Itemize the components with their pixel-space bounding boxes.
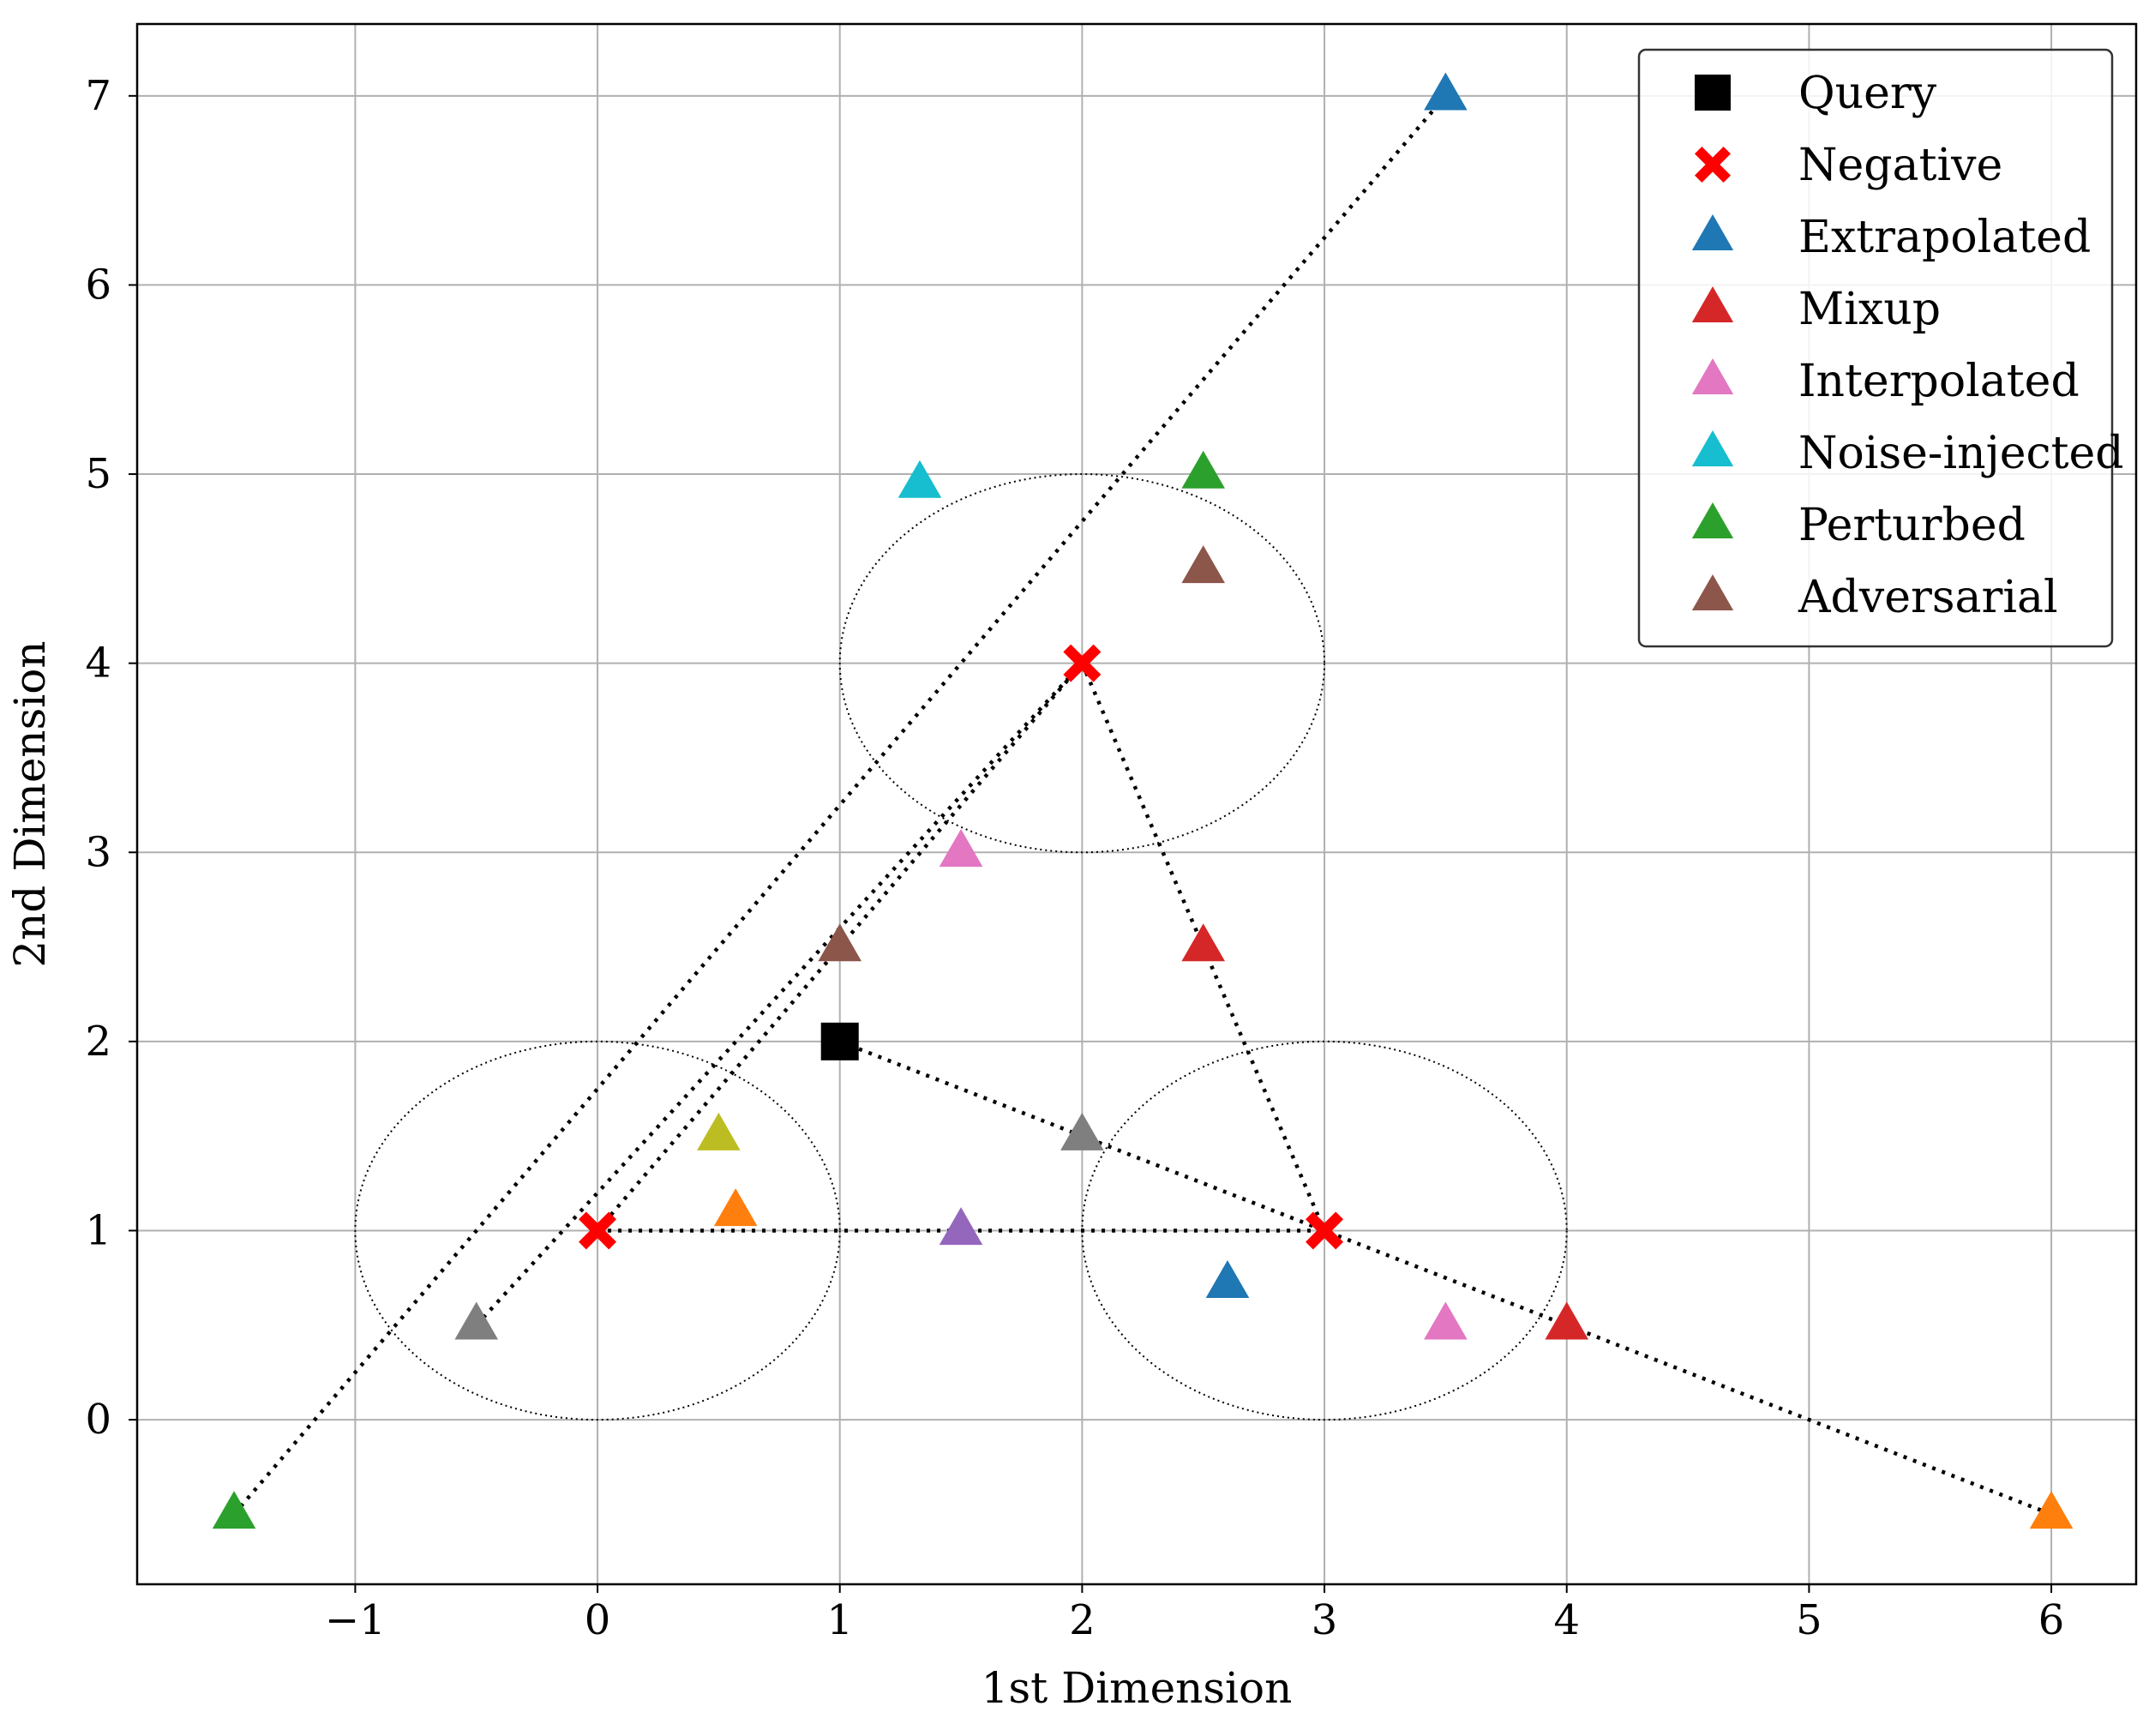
y-axis-label: 2nd Dimension [5, 640, 55, 967]
plot-frame [135, 22, 2138, 1586]
legend: Query Negative Extrapolated Mixup Interpolat… [1637, 48, 2124, 648]
legend-adversarial-marker [1691, 574, 1734, 610]
legend-adversarial-label: Adversarial [1798, 572, 2058, 623]
x-axis-label: 1st Dimension [981, 1663, 1293, 1713]
legend-mixup-label: Mixup [1798, 284, 1941, 335]
legend-extrapolated-marker [1691, 213, 1734, 250]
perturbed-point [212, 1491, 256, 1529]
data-markers [212, 72, 2074, 1529]
y-tick-label: 5 [85, 450, 111, 498]
extra-point-marker [939, 1207, 983, 1246]
adversarial-point [818, 923, 862, 962]
interpolated-point [939, 828, 983, 867]
x-tick-label: 4 [1553, 1596, 1580, 1644]
extra-point-marker [713, 1188, 758, 1227]
reference-circle [838, 473, 1326, 854]
legend-query-marker [1695, 75, 1731, 111]
legend-box [1637, 48, 2114, 648]
x-tick-label: 5 [1796, 1596, 1822, 1644]
connector-line [232, 94, 1448, 1516]
legend-mixup-marker [1691, 285, 1734, 322]
legend-interpolated-label: Interpolated [1798, 356, 2080, 407]
query-point [820, 1022, 859, 1060]
legend-negative-marker [1695, 147, 1731, 183]
y-tick-label: 2 [85, 1018, 111, 1066]
extrapolated-point [1424, 72, 1468, 111]
y-tick-label: 7 [85, 72, 111, 120]
x-tick-label: 3 [1312, 1596, 1338, 1644]
negative-point [579, 1211, 617, 1250]
y-tick-label: 6 [85, 261, 111, 309]
connector-line [475, 662, 1084, 1327]
x-tick-label: 1 [826, 1596, 853, 1644]
y-tick-label: 0 [85, 1396, 111, 1444]
tick-labels: −1 0 1 2 3 4 5 6 0 1 2 3 4 5 6 7 [85, 72, 2064, 1644]
legend-perturbed-marker [1691, 502, 1734, 538]
reference-circle [354, 1040, 841, 1421]
extrapolated-point [1205, 1259, 1250, 1298]
negative-point [1063, 644, 1102, 682]
y-tick-label: 3 [85, 828, 111, 876]
interpolated-point [1424, 1301, 1468, 1340]
extra-point-marker [697, 1112, 741, 1150]
x-tick-label: −1 [325, 1596, 386, 1644]
extra-point-marker [2029, 1491, 2074, 1529]
noise-injected-point [897, 460, 942, 498]
x-tick-label: 6 [2038, 1596, 2065, 1644]
mixup-point [1545, 1301, 1589, 1340]
x-tick-label: 0 [585, 1596, 611, 1644]
x-tick-label: 2 [1069, 1596, 1096, 1644]
y-tick-label: 1 [85, 1206, 111, 1254]
legend-perturbed-label: Perturbed [1798, 500, 2026, 551]
connector-line [838, 1039, 2052, 1517]
extra-point-marker [1060, 1112, 1104, 1150]
legend-interpolated-marker [1691, 357, 1734, 394]
perturbed-point [1181, 450, 1226, 489]
reference-circles [354, 473, 1568, 1421]
mixup-point [1181, 923, 1226, 962]
legend-negative-label: Negative [1798, 140, 2002, 191]
adversarial-point [1181, 545, 1226, 584]
y-tick-label: 4 [85, 640, 111, 688]
legend-noise-injected-label: Noise-injected [1798, 428, 2124, 479]
legend-query-label: Query [1798, 68, 1937, 119]
negative-point [1306, 1211, 1344, 1250]
extra-point-marker [454, 1301, 499, 1340]
legend-extrapolated-label: Extrapolated [1798, 212, 2091, 263]
legend-noise-injected-marker [1691, 429, 1734, 466]
